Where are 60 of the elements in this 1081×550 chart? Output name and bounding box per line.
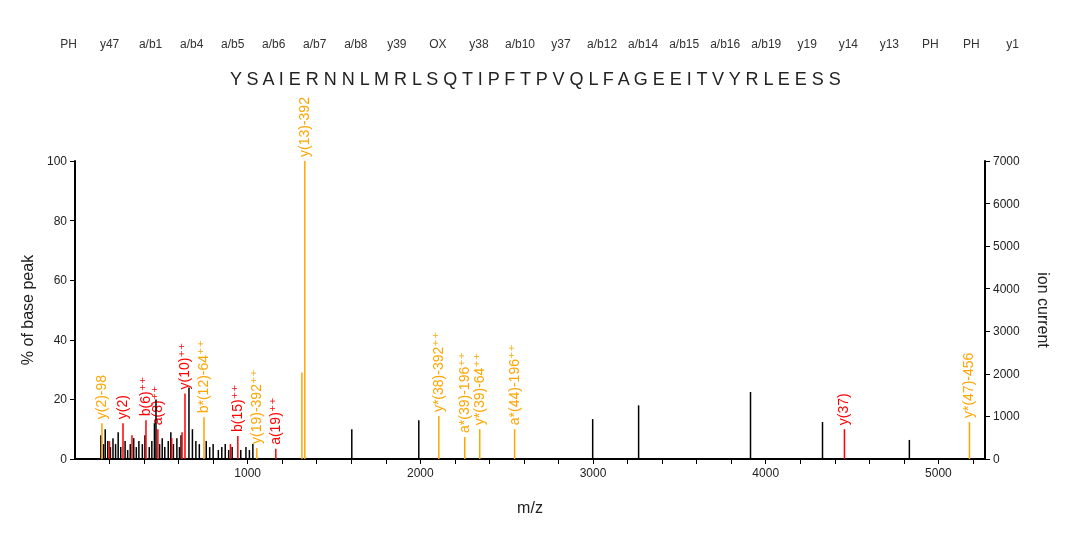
annotation: y*(38)-392⁺⁺: [429, 331, 446, 413]
text: y39: [387, 37, 407, 51]
x-axis-title: m/z: [517, 498, 543, 516]
text: y37: [551, 37, 572, 51]
text: a/b16: [710, 37, 741, 51]
text: y47: [99, 37, 120, 51]
text: a/b10: [504, 37, 536, 51]
annotation: a*(39)-196⁺⁺: [455, 352, 472, 433]
annotation: a*(44)-196⁺⁺: [505, 344, 522, 426]
y-tick-label: 20: [53, 392, 68, 407]
text: a/b14: [628, 37, 659, 51]
x-tick-label: 1000: [234, 466, 262, 480]
text: PH: [963, 37, 980, 51]
text: y14: [838, 37, 859, 51]
y-tick-label: 40: [53, 332, 68, 347]
y-tick-label: 80: [53, 213, 68, 228]
annotation: y(10)⁺⁺: [175, 342, 192, 390]
annotation: a(19)⁺⁺: [266, 397, 283, 445]
annotation: y(19)-392⁺⁺: [247, 369, 264, 444]
text: a/b1: [138, 37, 163, 51]
text: y1: [1006, 37, 1020, 51]
annotation: y(37): [835, 393, 852, 426]
y2-tick-label: 6000: [993, 196, 1021, 211]
x-tick-label: 3000: [579, 466, 607, 480]
x-tick-label: 4000: [752, 466, 780, 480]
y-tick-label: 100: [46, 154, 68, 168]
text: y38: [469, 37, 489, 51]
y2-tick-label: 1000: [993, 409, 1021, 424]
x-tick-label: 2000: [407, 466, 435, 480]
x-tick-label: 5000: [925, 466, 953, 480]
text: a/b6: [262, 37, 286, 51]
annotation: y(2)-98: [92, 374, 109, 420]
text: a/b5: [221, 37, 245, 51]
y2-tick-label: 5000: [993, 239, 1021, 254]
text: PH: [60, 37, 77, 51]
text: PH: [922, 37, 939, 51]
text: y13: [879, 37, 900, 51]
text: OX: [429, 37, 447, 51]
text: a/b12: [587, 37, 618, 51]
annotation: y*(47)-456: [960, 352, 977, 419]
y2-tick-label: 3000: [993, 324, 1021, 339]
annotation: y(2): [114, 395, 130, 420]
text: y19: [797, 37, 818, 51]
text: a/b7: [303, 37, 327, 51]
y-tick-label: 60: [53, 273, 68, 288]
y2-tick-label: 2000: [993, 366, 1021, 381]
y2-tick-label: 7000: [993, 154, 1021, 168]
y2-tick-label: 0: [993, 452, 1000, 466]
y-axis-title: % of base peak: [18, 253, 36, 366]
text: a/b19: [751, 37, 782, 51]
text: a/b15: [669, 37, 700, 51]
y2-axis-title: ion current: [1034, 272, 1052, 349]
text: a/b8: [344, 37, 368, 51]
chart-subtitle: Y S A I E R N N L M R L S Q T I P F T P V Q L F A G E E I T V Y R L E E S S: [229, 69, 841, 89]
annotation: y(13)-392: [295, 96, 312, 157]
y-tick-label: 0: [60, 452, 68, 466]
annotation: b(15)⁺⁺: [228, 384, 245, 433]
annotation: b*(12)-64⁺⁺: [194, 340, 211, 414]
text: a/b4: [179, 37, 204, 51]
y2-tick-label: 4000: [993, 281, 1021, 296]
